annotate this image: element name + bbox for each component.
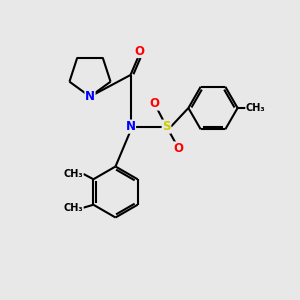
- Text: O: O: [149, 97, 160, 110]
- Text: CH₃: CH₃: [64, 169, 83, 179]
- Text: N: N: [125, 120, 136, 133]
- Text: CH₃: CH₃: [64, 203, 83, 213]
- Text: CH₃: CH₃: [246, 103, 266, 113]
- Text: O: O: [134, 44, 145, 58]
- Text: O: O: [173, 142, 184, 155]
- Text: S: S: [162, 120, 171, 133]
- Text: N: N: [85, 90, 95, 103]
